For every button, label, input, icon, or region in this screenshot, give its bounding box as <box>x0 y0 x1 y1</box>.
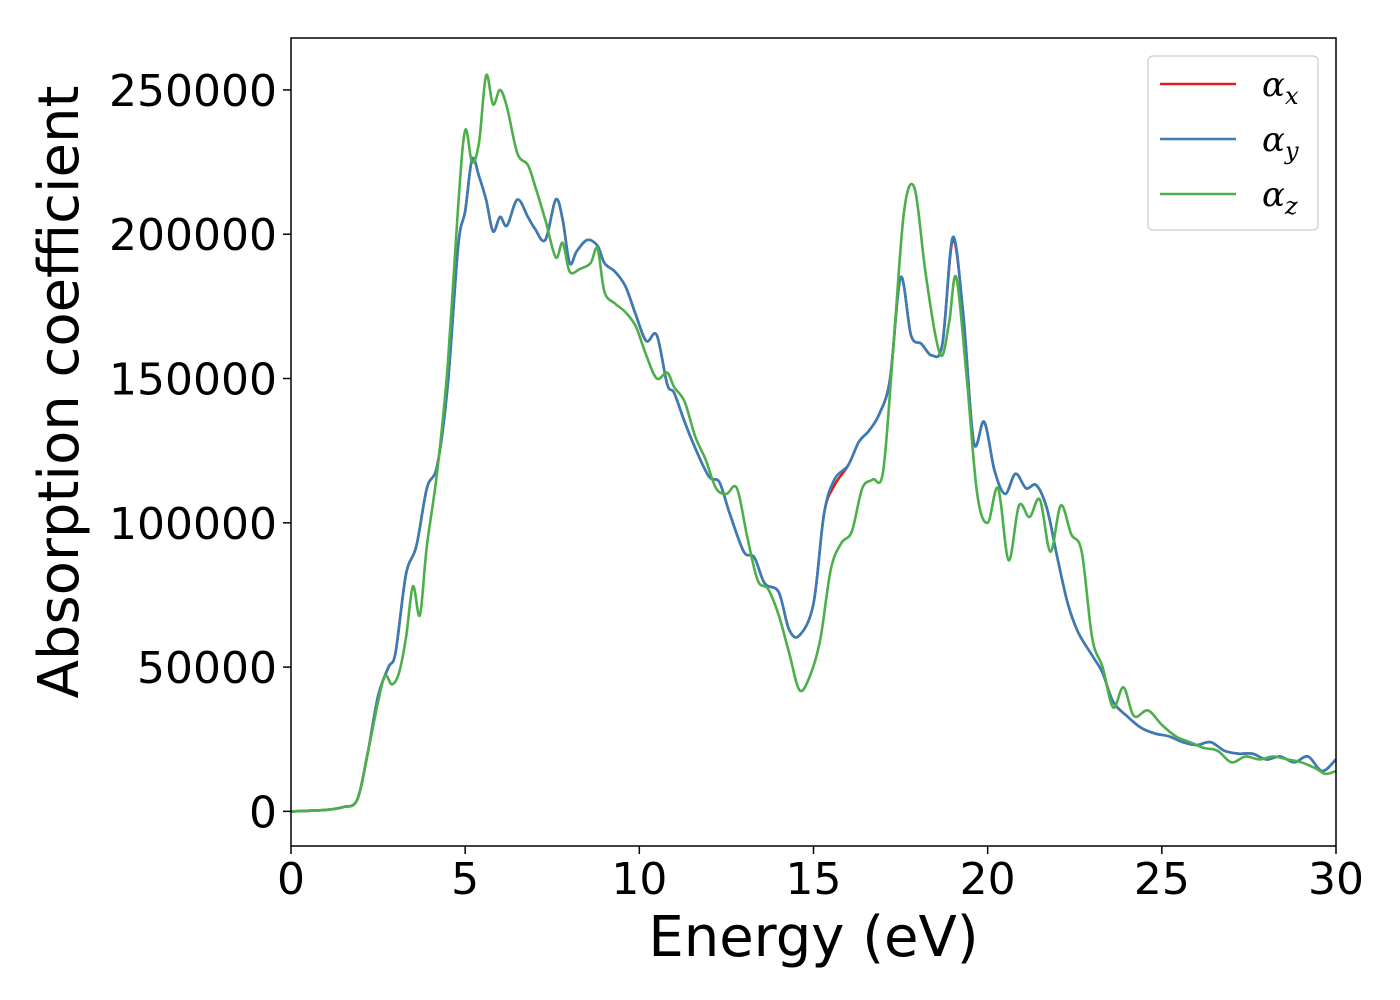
y-tick-label: 250000 <box>109 66 277 117</box>
legend-label-z: αz <box>1262 175 1298 220</box>
legend-box <box>1147 55 1319 231</box>
series-line-z <box>291 73 1336 813</box>
y-axis: 0 50000 100000 150000 200000 250000 <box>109 66 291 838</box>
y-tick-label: 0 <box>249 787 277 838</box>
x-tick-label: 25 <box>1134 854 1190 905</box>
x-axis-title: Energy (eV) <box>648 905 978 970</box>
x-axis: 0 5 10 15 20 25 30 <box>277 846 1364 905</box>
y-tick-label: 150000 <box>109 355 277 406</box>
x-tick-label: 20 <box>960 854 1016 905</box>
y-tick-label: 100000 <box>109 499 277 550</box>
legend: αx αy αz <box>1147 55 1319 231</box>
x-tick-label: 15 <box>786 854 842 905</box>
legend-label-y: αy <box>1262 120 1299 165</box>
x-tick-label: 10 <box>611 854 667 905</box>
y-tick-label: 200000 <box>109 210 277 261</box>
series-line-y <box>291 156 1336 813</box>
legend-label-x: αx <box>1262 65 1299 110</box>
series-lines <box>291 73 1336 813</box>
x-tick-label: 30 <box>1308 854 1364 905</box>
x-tick-label: 0 <box>277 854 305 905</box>
y-tick-label: 50000 <box>137 643 277 694</box>
y-axis-title: Absorption coefficient <box>27 86 92 699</box>
x-tick-label: 5 <box>451 854 479 905</box>
series-line-x <box>291 156 1336 813</box>
